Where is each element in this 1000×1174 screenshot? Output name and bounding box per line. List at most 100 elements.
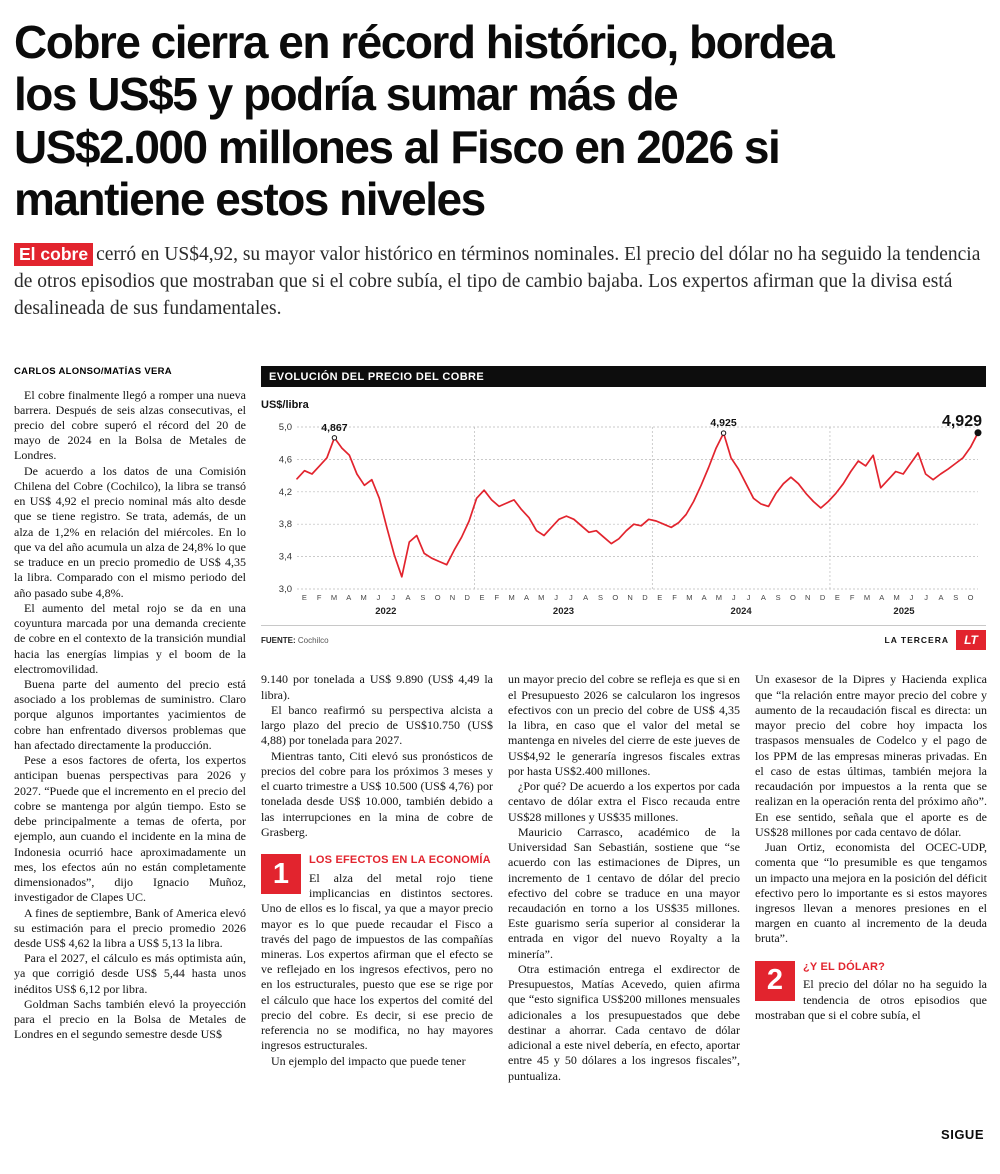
svg-text:D: D	[465, 593, 471, 602]
section-1-number-badge: 1	[261, 854, 301, 895]
headline: Cobre cierra en récord histórico, bordea…	[14, 16, 986, 226]
svg-text:E: E	[657, 593, 662, 602]
lead-text: cerró en US$4,92, su mayor valor históri…	[14, 243, 981, 319]
svg-text:3,8: 3,8	[279, 520, 292, 531]
svg-text:M: M	[509, 593, 515, 602]
svg-text:2024: 2024	[731, 606, 753, 617]
svg-text:A: A	[879, 593, 884, 602]
body-paragraph: El alza del metal rojo tiene implicancia…	[261, 870, 493, 1053]
byline: CARLOS ALONSO/MATÍAS VERA	[14, 366, 172, 378]
svg-text:A: A	[761, 593, 766, 602]
body-paragraph: 9.140 por tonelada a US$ 9.890 (US$ 4,49…	[261, 672, 493, 702]
svg-text:3,0: 3,0	[279, 584, 292, 595]
chart-credit: LA TERCERA LT	[884, 630, 986, 651]
body-paragraph: El banco reafirmó su perspectiva alcista…	[261, 702, 493, 748]
svg-text:A: A	[406, 593, 411, 602]
svg-text:J: J	[569, 593, 573, 602]
svg-text:D: D	[642, 593, 648, 602]
svg-text:F: F	[317, 593, 322, 602]
svg-text:O: O	[968, 593, 974, 602]
copper-price-chart: EVOLUCIÓN DEL PRECIO DEL COBRE US$/libra…	[261, 366, 986, 651]
svg-text:M: M	[360, 593, 366, 602]
svg-text:4,929: 4,929	[942, 413, 982, 430]
svg-text:4,925: 4,925	[710, 418, 736, 430]
body-paragraph: El cobre finalmente llegó a romper una n…	[14, 387, 246, 463]
body-paragraph: El precio del dólar no ha seguido la ten…	[755, 977, 987, 1022]
lead-tag: El cobre	[14, 242, 94, 266]
body-paragraph: Goldman Sachs también elevó la proyecció…	[14, 996, 246, 1042]
svg-text:J: J	[910, 593, 914, 602]
section-2-number-badge: 2	[755, 960, 795, 1001]
svg-text:4,2: 4,2	[279, 487, 292, 498]
svg-text:N: N	[627, 593, 632, 602]
headline-line-2: los US$5 y podría sumar más de	[14, 68, 679, 121]
body-paragraph: Mientras tanto, Citi elevó sus pronóstic…	[261, 748, 493, 839]
svg-text:O: O	[612, 593, 618, 602]
article-body: CARLOS ALONSO/MATÍAS VERA El cobre final…	[14, 366, 987, 1144]
svg-text:S: S	[420, 593, 425, 602]
chart-source-label: FUENTE:	[261, 635, 296, 645]
continue-indicator: SIGUE	[941, 1127, 984, 1143]
body-paragraph: Buena parte del aumento del precio está …	[14, 676, 246, 752]
body-paragraph: Juan Ortiz, economista del OCEC-UDP, com…	[755, 840, 987, 946]
body-paragraph: De acuerdo a los datos de una Comisión C…	[14, 463, 246, 600]
svg-text:F: F	[672, 593, 677, 602]
section-1-title: LOS EFECTOS EN LA ECONOMÍA	[309, 854, 491, 867]
lead-paragraph: El cobre cerró en US$4,92, su mayor valor…	[14, 242, 986, 323]
body-paragraph: A fines de septiembre, Bank of America e…	[14, 905, 246, 950]
headline-line-4: mantiene estos niveles	[14, 173, 486, 226]
body-paragraph: Otra estimación entrega el exdirector de…	[508, 961, 740, 1083]
svg-text:M: M	[686, 593, 692, 602]
svg-text:E: E	[480, 593, 485, 602]
svg-text:A: A	[346, 593, 351, 602]
svg-text:M: M	[893, 593, 899, 602]
svg-text:D: D	[820, 593, 826, 602]
svg-text:J: J	[377, 593, 381, 602]
svg-text:4,867: 4,867	[321, 422, 347, 434]
svg-text:J: J	[554, 593, 558, 602]
body-paragraph: Mauricio Carrasco, académico de la Unive…	[508, 824, 740, 961]
section-2-title: ¿Y EL DÓLAR?	[803, 960, 886, 973]
svg-text:2022: 2022	[375, 606, 396, 617]
svg-text:S: S	[598, 593, 603, 602]
svg-text:O: O	[790, 593, 796, 602]
svg-text:A: A	[702, 593, 707, 602]
svg-text:3,4: 3,4	[279, 552, 292, 563]
svg-text:E: E	[835, 593, 840, 602]
body-paragraph: Pese a esos factores de oferta, los expe…	[14, 753, 246, 905]
svg-text:A: A	[583, 593, 588, 602]
svg-text:2025: 2025	[893, 606, 915, 617]
svg-text:J: J	[391, 593, 395, 602]
svg-text:S: S	[776, 593, 781, 602]
svg-text:M: M	[864, 593, 870, 602]
chart-source: FUENTE: Cochilco	[261, 636, 329, 645]
svg-text:5,0: 5,0	[279, 422, 292, 433]
body-paragraph: Un exasesor de la Dipres y Hacienda expl…	[755, 672, 987, 839]
la-tercera-logo: LT	[956, 630, 986, 651]
svg-text:F: F	[495, 593, 500, 602]
svg-text:J: J	[732, 593, 736, 602]
body-paragraph: Para el 2027, el cálculo es más optimist…	[14, 951, 246, 996]
svg-text:J: J	[924, 593, 928, 602]
column-3: un mayor precio del cobre se refleja es …	[508, 672, 740, 1142]
column-4: Un exasesor de la Dipres y Hacienda expl…	[755, 672, 987, 1142]
svg-text:N: N	[805, 593, 810, 602]
chart-unit-label: US$/libra	[261, 399, 309, 412]
section-economy: 1 LOS EFECTOS EN LA ECONOMÍA El alza del…	[261, 852, 493, 1069]
chart-credit-name: LA TERCERA	[884, 635, 949, 646]
svg-text:4,6: 4,6	[279, 455, 292, 466]
svg-text:N: N	[450, 593, 455, 602]
chart-source-value: Cochilco	[297, 635, 329, 645]
section-dollar: 2 ¿Y EL DÓLAR? El precio del dólar no ha…	[755, 959, 987, 1023]
svg-text:A: A	[524, 593, 529, 602]
svg-text:M: M	[716, 593, 722, 602]
svg-text:S: S	[953, 593, 958, 602]
body-paragraph: un mayor precio del cobre se refleja es …	[508, 672, 740, 778]
column-1: CARLOS ALONSO/MATÍAS VERA El cobre final…	[14, 366, 246, 1144]
svg-text:F: F	[850, 593, 855, 602]
svg-text:O: O	[435, 593, 441, 602]
column-2: 9.140 por tonelada a US$ 9.890 (US$ 4,49…	[261, 672, 493, 1142]
svg-text:M: M	[331, 593, 337, 602]
